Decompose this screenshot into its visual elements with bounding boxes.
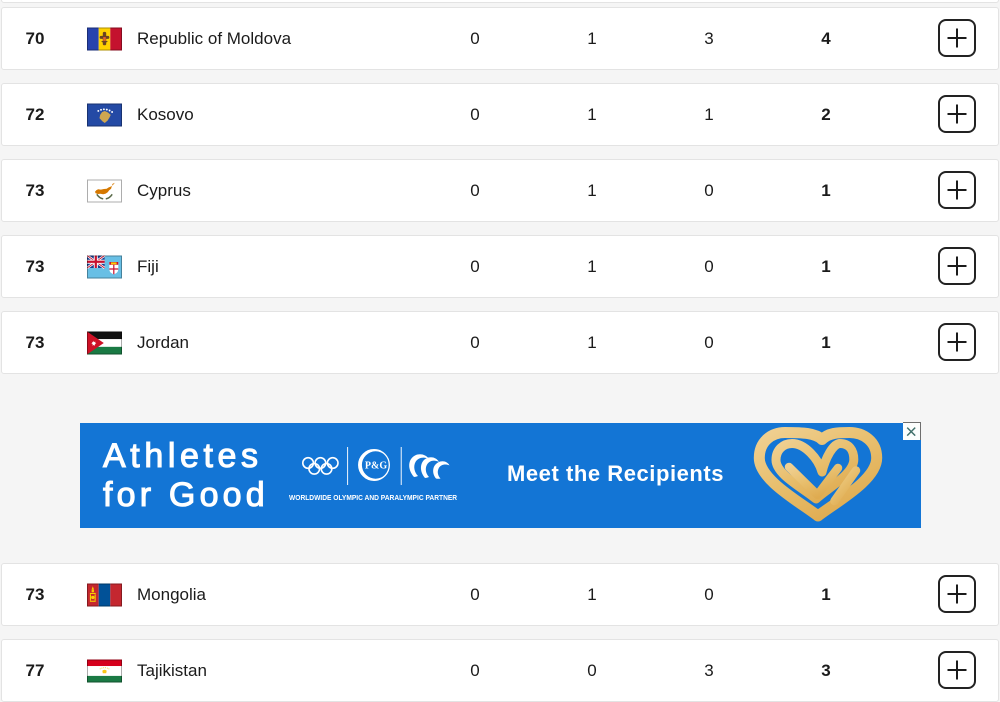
- svg-text:P&G: P&G: [365, 461, 387, 472]
